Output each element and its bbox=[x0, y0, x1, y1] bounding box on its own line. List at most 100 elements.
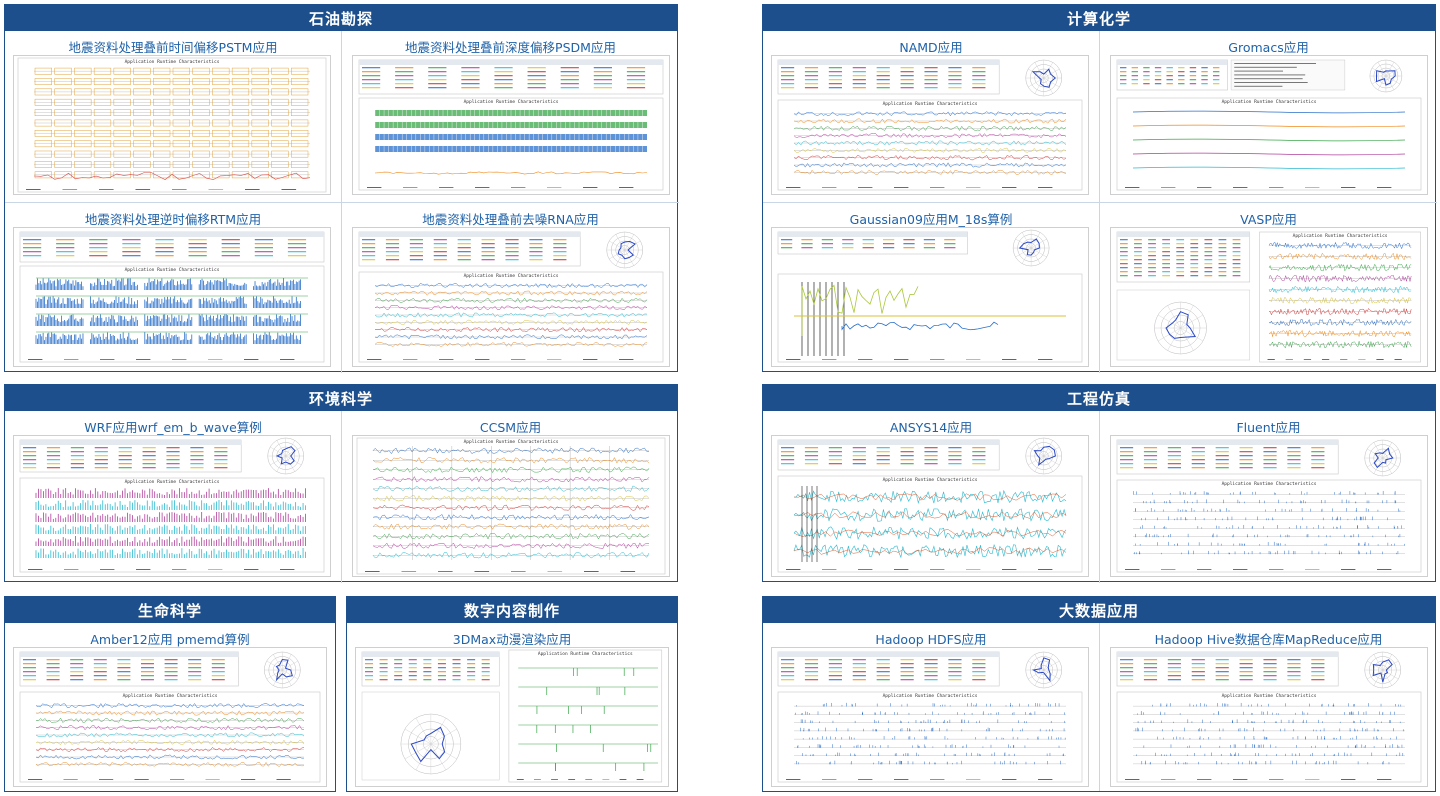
app-panel[interactable]: Hadoop HDFS应用 Application Runtime Charac… bbox=[763, 623, 1100, 791]
metrics-table bbox=[361, 651, 500, 687]
section-chem: 计算化学 NAMD应用 Application Runtime Characte… bbox=[762, 4, 1437, 373]
chart-title: Application Runtime Characteristics bbox=[538, 651, 633, 657]
runtime-chart: Application Runtime Characteristics bbox=[358, 97, 664, 191]
runtime-chart: Application Runtime Characteristics bbox=[17, 57, 327, 193]
runtime-chart-screenshot: Application Runtime Characteristics bbox=[13, 647, 327, 787]
app-panel[interactable]: Gaussian09应用M_18s算例 bbox=[763, 203, 1100, 373]
chart-title: Application Runtime Characteristics bbox=[125, 267, 220, 273]
app-panel-title: ANSYS14应用 bbox=[889, 420, 973, 435]
thumbnail-svg: Application Runtime Characteristics bbox=[1111, 648, 1427, 786]
runtime-chart-screenshot: Application Runtime Characteristics bbox=[352, 227, 670, 367]
runtime-chart-screenshot bbox=[771, 227, 1089, 367]
thumbnail-svg: Application Runtime Characteristics bbox=[772, 648, 1088, 786]
thumbnail-svg: Application Runtime Characteristics bbox=[1111, 56, 1427, 194]
app-panel[interactable]: 地震资料处理叠前时间偏移PSTM应用 Application Runtime C… bbox=[5, 31, 342, 203]
app-panel-title: 地震资料处理叠前深度偏移PSDM应用 bbox=[405, 40, 616, 55]
app-panel[interactable]: CCSM应用 Application Runtime Characteristi… bbox=[342, 411, 679, 583]
app-panel[interactable]: 地震资料处理叠前深度偏移PSDM应用 Application Runtime C… bbox=[342, 31, 679, 203]
app-panel[interactable]: NAMD应用 Application Runtime Characteristi… bbox=[763, 31, 1100, 203]
thumbnail-svg: Application Runtime Characteristics bbox=[353, 436, 669, 576]
runtime-chart-screenshot: Application Runtime Characteristics bbox=[1110, 435, 1428, 577]
runtime-chart: Application Runtime Characteristics bbox=[19, 691, 321, 783]
radar-chart bbox=[1012, 229, 1050, 267]
app-panel[interactable]: Hadoop Hive数据仓库MapReduce应用 Application R… bbox=[1100, 623, 1437, 791]
runtime-chart: Application Runtime Characteristics bbox=[508, 649, 663, 783]
thumbnail-svg: Application Runtime Characteristics bbox=[1111, 228, 1427, 366]
section-header: 数字内容制作 bbox=[347, 597, 677, 623]
app-panel[interactable]: 3DMax动漫渲染应用 Application Runtime Characte… bbox=[347, 623, 677, 791]
runtime-chart: Application Runtime Characteristics bbox=[777, 99, 1083, 191]
app-panel-title: Hadoop HDFS应用 bbox=[875, 632, 987, 647]
radar-chart bbox=[1025, 651, 1063, 689]
chart-title: Application Runtime Characteristics bbox=[464, 273, 559, 279]
section-header: 石油勘探 bbox=[5, 5, 677, 31]
app-panel-title: WRF应用wrf_em_b_wave算例 bbox=[84, 420, 262, 435]
section-env: 环境科学 WRF应用wrf_em_b_wave算例 Application Ru… bbox=[4, 384, 679, 583]
app-panel[interactable]: Gromacs应用 Application Runtime Characteri… bbox=[1100, 31, 1437, 203]
thumbnail-svg: Application Runtime Characteristics bbox=[14, 228, 330, 366]
thumbnail-svg: Application Runtime Characteristics bbox=[14, 648, 326, 786]
app-panel-title: CCSM应用 bbox=[479, 420, 542, 435]
metrics-table bbox=[19, 651, 239, 687]
app-panel[interactable]: Amber12应用 pmemd算例 Application Runtime Ch… bbox=[5, 623, 335, 791]
metrics-table bbox=[1116, 651, 1339, 687]
app-panel[interactable]: ANSYS14应用 Application Runtime Characteri… bbox=[763, 411, 1100, 583]
section-header: 大数据应用 bbox=[763, 597, 1435, 623]
thumbnail-svg: Application Runtime Characteristics bbox=[353, 56, 669, 194]
metrics-table bbox=[777, 651, 1000, 687]
radar-chart bbox=[1364, 651, 1402, 689]
app-panel-title: 地震资料处理叠前时间偏移PSTM应用 bbox=[68, 40, 278, 55]
thumbnail-svg: Application Runtime Characteristics bbox=[772, 436, 1088, 576]
section-header: 计算化学 bbox=[763, 5, 1435, 31]
runtime-chart: Application Runtime Characteristics bbox=[1259, 231, 1421, 363]
radar-chart bbox=[400, 713, 462, 775]
app-panel-title: Gromacs应用 bbox=[1228, 40, 1309, 55]
runtime-chart: Application Runtime Characteristics bbox=[358, 271, 664, 363]
app-panel-title: 3DMax动漫渲染应用 bbox=[452, 632, 572, 647]
runtime-chart-screenshot: Application Runtime Characteristics bbox=[355, 647, 669, 787]
chart-title: Application Runtime Characteristics bbox=[125, 479, 220, 485]
radar-chart bbox=[1025, 59, 1063, 97]
chart-title: Application Runtime Characteristics bbox=[1222, 99, 1317, 105]
section-life: 生命科学 Amber12应用 pmemd算例 Application Runti… bbox=[4, 596, 336, 792]
runtime-chart-screenshot: Application Runtime Characteristics bbox=[13, 55, 331, 195]
runtime-chart: Application Runtime Characteristics bbox=[1116, 691, 1422, 783]
thumbnail-svg bbox=[772, 228, 1088, 366]
app-panel-title: Amber12应用 pmemd算例 bbox=[90, 632, 250, 647]
radar-chart bbox=[1364, 439, 1402, 477]
metrics-table bbox=[358, 231, 581, 267]
runtime-chart: Application Runtime Characteristics bbox=[356, 437, 666, 575]
app-panel-title: Fluent应用 bbox=[1236, 420, 1301, 435]
section-bigdata: 大数据应用 Hadoop HDFS应用 Application Runtime … bbox=[762, 596, 1436, 792]
thumbnail-svg: Application Runtime Characteristics bbox=[1111, 436, 1427, 576]
chart-title: Application Runtime Characteristics bbox=[883, 693, 978, 699]
metrics-table bbox=[1116, 59, 1228, 91]
app-panel[interactable]: VASP应用 Application Runtime Characteristi… bbox=[1100, 203, 1437, 373]
app-panel[interactable]: Fluent应用 Application Runtime Characteris… bbox=[1100, 411, 1437, 583]
thumbnail-svg: Application Runtime Characteristics bbox=[353, 228, 669, 366]
app-panel-title: 地震资料处理逆时偏移RTM应用 bbox=[84, 212, 262, 227]
runtime-chart-screenshot: Application Runtime Characteristics bbox=[771, 435, 1089, 577]
runtime-chart-screenshot: Application Runtime Characteristics bbox=[771, 55, 1089, 195]
section-oil: 石油勘探 地震资料处理叠前时间偏移PSTM应用 Application Runt… bbox=[4, 4, 679, 373]
thumbnail-svg: Application Runtime Characteristics bbox=[356, 648, 668, 786]
metrics-table bbox=[777, 59, 1000, 95]
runtime-chart bbox=[777, 273, 1083, 363]
app-panel-title: VASP应用 bbox=[1240, 212, 1297, 227]
metrics-table bbox=[777, 231, 968, 255]
app-panel[interactable]: 地震资料处理逆时偏移RTM应用 Application Runtime Char… bbox=[5, 203, 342, 373]
chart-title: Application Runtime Characteristics bbox=[1222, 481, 1317, 487]
runtime-chart: Application Runtime Characteristics bbox=[19, 265, 325, 363]
runtime-chart-screenshot: Application Runtime Characteristics bbox=[352, 55, 670, 195]
runtime-chart: Application Runtime Characteristics bbox=[19, 477, 325, 573]
app-panel[interactable]: WRF应用wrf_em_b_wave算例 Application Runtime… bbox=[5, 411, 342, 583]
runtime-chart-screenshot: Application Runtime Characteristics bbox=[771, 647, 1089, 787]
app-panel[interactable]: 地震资料处理叠前去噪RNA应用 Application Runtime Char… bbox=[342, 203, 679, 373]
radar-chart bbox=[264, 651, 301, 689]
runtime-chart: Application Runtime Characteristics bbox=[1116, 97, 1422, 191]
chart-title: Application Runtime Characteristics bbox=[123, 693, 218, 699]
app-panel-title: Gaussian09应用M_18s算例 bbox=[849, 212, 1013, 227]
app-panel-title: NAMD应用 bbox=[899, 40, 963, 55]
runtime-chart-screenshot: Application Runtime Characteristics bbox=[1110, 647, 1428, 787]
runtime-chart-screenshot: Application Runtime Characteristics bbox=[1110, 227, 1428, 367]
